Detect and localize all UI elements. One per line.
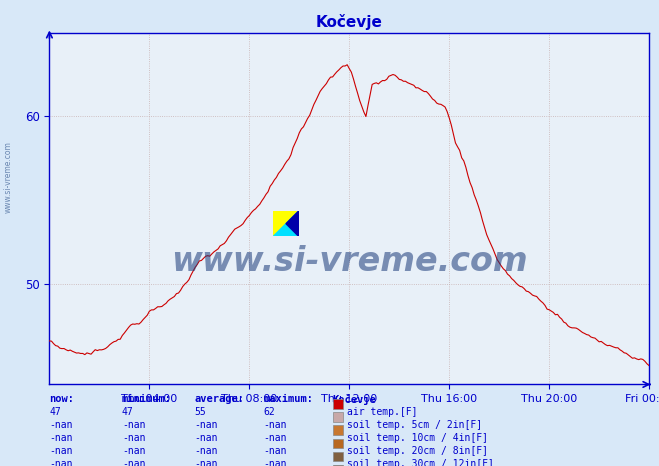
Text: -nan: -nan xyxy=(194,420,218,430)
Text: www.si-vreme.com: www.si-vreme.com xyxy=(171,245,528,278)
Polygon shape xyxy=(286,211,299,236)
Text: now:: now: xyxy=(49,394,74,404)
Polygon shape xyxy=(273,211,299,236)
Text: -nan: -nan xyxy=(49,420,73,430)
Text: -nan: -nan xyxy=(264,459,287,466)
Text: maximum:: maximum: xyxy=(264,394,314,404)
Text: -nan: -nan xyxy=(49,459,73,466)
Text: -nan: -nan xyxy=(49,446,73,456)
Text: soil temp. 5cm / 2in[F]: soil temp. 5cm / 2in[F] xyxy=(347,420,482,430)
Polygon shape xyxy=(273,211,299,236)
Text: -nan: -nan xyxy=(122,420,146,430)
Text: -nan: -nan xyxy=(194,459,218,466)
Text: 47: 47 xyxy=(122,407,134,417)
Text: -nan: -nan xyxy=(49,433,73,443)
Text: -nan: -nan xyxy=(264,420,287,430)
Text: Kočevje: Kočevje xyxy=(333,394,376,405)
Text: soil temp. 10cm / 4in[F]: soil temp. 10cm / 4in[F] xyxy=(347,433,488,443)
Text: 47: 47 xyxy=(49,407,61,417)
Text: soil temp. 20cm / 8in[F]: soil temp. 20cm / 8in[F] xyxy=(347,446,488,456)
Text: average:: average: xyxy=(194,394,244,404)
Text: air temp.[F]: air temp.[F] xyxy=(347,407,418,417)
Text: -nan: -nan xyxy=(264,446,287,456)
Text: 62: 62 xyxy=(264,407,275,417)
Text: -nan: -nan xyxy=(194,433,218,443)
Title: Kočevje: Kočevje xyxy=(316,14,383,30)
Text: -nan: -nan xyxy=(122,446,146,456)
Text: minimum:: minimum: xyxy=(122,394,172,404)
Text: 55: 55 xyxy=(194,407,206,417)
Text: www.si-vreme.com: www.si-vreme.com xyxy=(3,141,13,213)
Text: -nan: -nan xyxy=(122,433,146,443)
Text: -nan: -nan xyxy=(264,433,287,443)
Text: -nan: -nan xyxy=(194,446,218,456)
Text: soil temp. 30cm / 12in[F]: soil temp. 30cm / 12in[F] xyxy=(347,459,494,466)
Text: -nan: -nan xyxy=(122,459,146,466)
